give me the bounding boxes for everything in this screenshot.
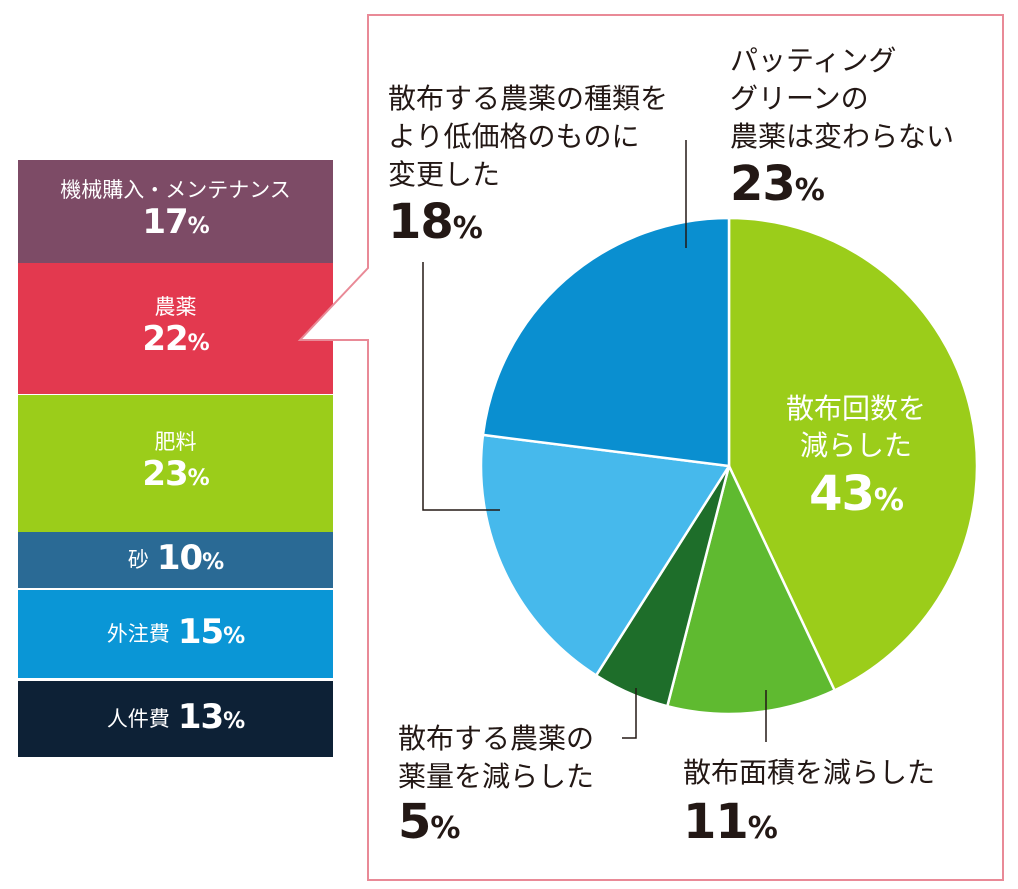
cost-segment-label: 機械購入・メンテナンス xyxy=(60,178,291,202)
slice-label: パッティング xyxy=(730,44,896,77)
cost-segment-value: 10% xyxy=(156,537,224,578)
slice-label: 変更した xyxy=(388,158,500,191)
slice-label: グリーンの xyxy=(730,82,869,115)
cost-segment-label: 農薬 xyxy=(154,295,197,319)
cost-segment-value: 22% xyxy=(142,319,209,359)
pie-slice xyxy=(479,433,731,677)
slice-label: 散布する農薬の種類を xyxy=(388,82,668,115)
slice-label: 散布回数を xyxy=(786,392,926,425)
cost-segment: 農薬 22% xyxy=(18,263,333,394)
slice-value-label: 23% xyxy=(730,156,825,212)
pie-slice xyxy=(666,464,836,716)
leader-line xyxy=(622,688,637,739)
cost-segment-value: 17% xyxy=(142,202,209,242)
slice-label: 薬量を減らした xyxy=(398,760,594,793)
cost-segment-label: 砂 xyxy=(127,548,149,572)
cost-segment: 砂 10% xyxy=(18,532,333,588)
leader-line xyxy=(422,262,500,511)
cost-segment: 人件費 13% xyxy=(18,681,333,757)
pie-slice xyxy=(727,216,979,692)
cost-segment-value: 13% xyxy=(177,696,245,737)
cost-segment-value: 15% xyxy=(177,611,245,652)
cost-segment-value: 23% xyxy=(142,454,209,494)
slice-label: 散布する農薬の xyxy=(398,722,594,755)
cost-segment-label: 人件費 xyxy=(106,707,170,731)
slice-value-label: 18% xyxy=(388,194,483,250)
cost-segment: 外注費 15% xyxy=(18,590,333,678)
slice-label: 散布面積を減らした xyxy=(683,756,935,789)
cost-segment: 肥料 23% xyxy=(18,395,333,532)
cost-segment-label: 肥料 xyxy=(154,430,197,454)
slice-label: より低価格のものに xyxy=(388,120,639,153)
slice-label: 農薬は変わらない xyxy=(730,120,954,153)
cost-segment: 機械購入・メンテナンス 17% xyxy=(18,160,333,263)
slice-label: 減らした xyxy=(800,429,912,462)
cost-segment-label: 外注費 xyxy=(106,622,170,646)
